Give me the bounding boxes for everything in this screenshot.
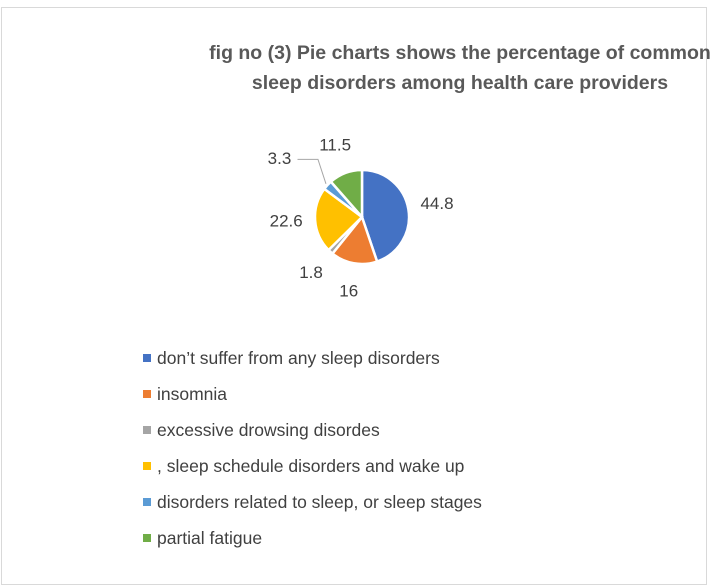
data-label: 22.6 [270, 212, 303, 231]
legend-swatch [143, 426, 151, 434]
data-label: 3.3 [268, 149, 292, 168]
legend-item: partial fatigue [143, 520, 482, 556]
data-label: 44.8 [420, 194, 453, 213]
legend-swatch [143, 498, 151, 506]
pie-slice [313, 187, 364, 252]
legend-item: don’t suffer from any sleep disorders [143, 340, 482, 376]
legend-label: disorders related to sleep, or sleep sta… [157, 492, 482, 512]
legend-swatch [143, 534, 151, 542]
legend-label: insomnia [157, 384, 228, 404]
legend-item: insomnia [143, 376, 482, 412]
legend-swatch [143, 462, 151, 470]
legend-item: disorders related to sleep, or sleep sta… [143, 484, 482, 520]
data-label: 16 [339, 281, 358, 300]
legend-item: excessive drowsing disordes [143, 412, 482, 448]
data-label: 1.8 [299, 263, 323, 282]
legend-item: , sleep schedule disorders and wake up [143, 448, 482, 484]
legend-label: , sleep schedule disorders and wake up [157, 456, 465, 476]
leader-line [297, 158, 327, 184]
legend-label: partial fatigue [157, 528, 263, 548]
pie-slice [329, 168, 364, 221]
legend-swatch [143, 390, 151, 398]
legend-label: excessive drowsing disordes [157, 420, 380, 440]
legend: don’t suffer from any sleep disorders ins… [143, 340, 482, 556]
data-label: 11.5 [319, 135, 351, 154]
legend-swatch [143, 354, 151, 362]
chart-frame [1, 7, 707, 585]
pie-slice [360, 168, 411, 264]
legend-label: don’t suffer from any sleep disorders [157, 348, 440, 368]
chart-title: fig no (3) Pie charts shows the percenta… [209, 42, 710, 94]
